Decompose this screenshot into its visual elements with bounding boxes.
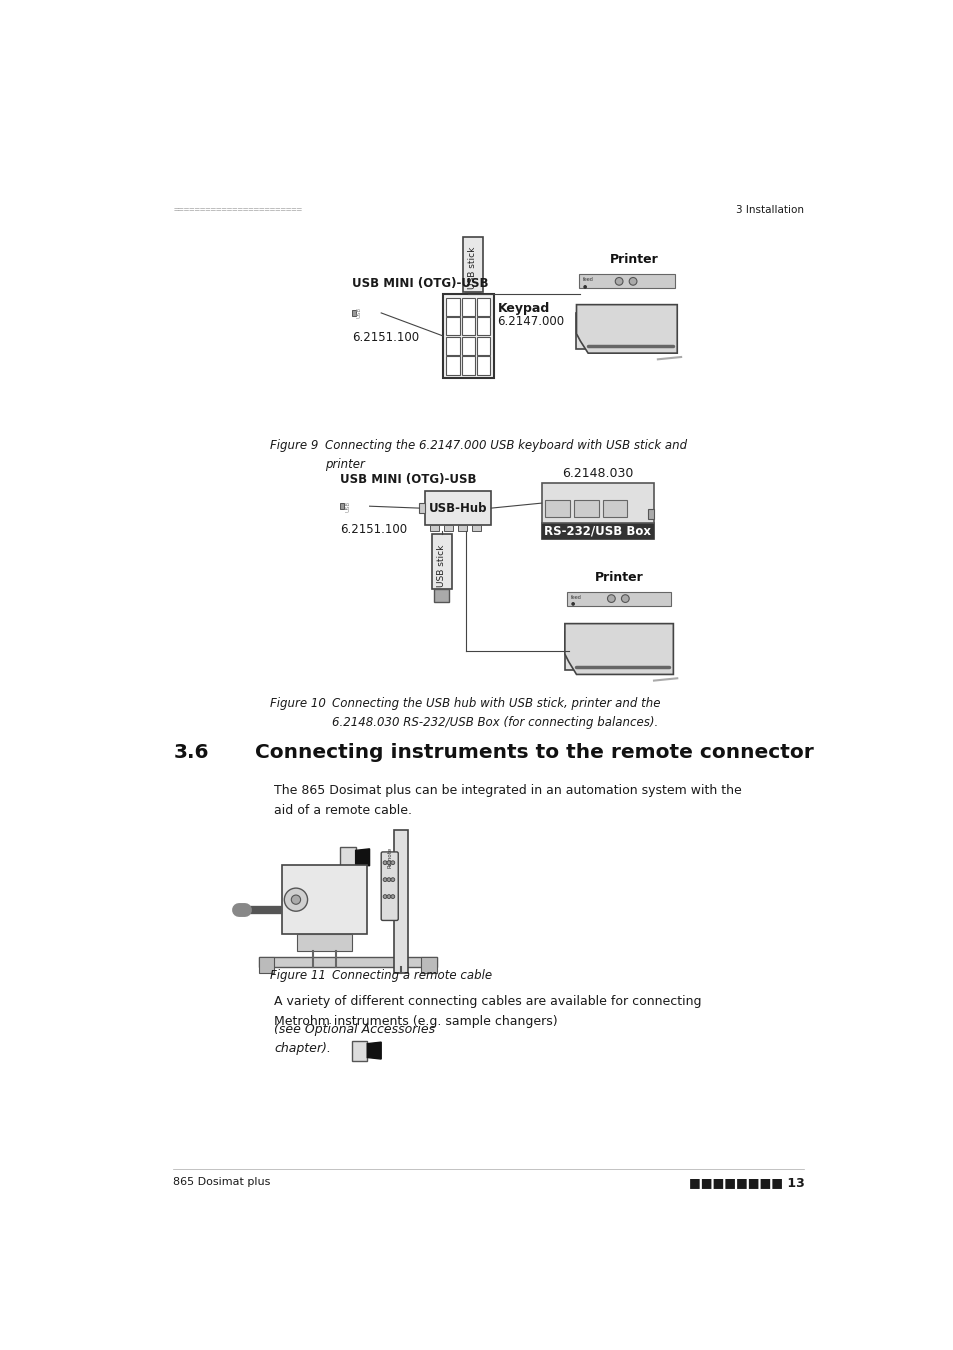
Text: feed
●: feed ●	[571, 595, 581, 606]
Text: 6.2147.000: 6.2147.000	[497, 315, 564, 328]
Bar	[431, 533, 452, 590]
Bar	[282, 865, 367, 934]
Polygon shape	[352, 1041, 367, 1061]
Bar	[446, 317, 459, 335]
Bar	[461, 356, 475, 374]
Text: Connecting the USB hub with USB stick, printer and the
6.2148.030 RS-232/USB Box: Connecting the USB hub with USB stick, p…	[332, 697, 660, 729]
Circle shape	[391, 878, 395, 882]
Circle shape	[391, 895, 395, 899]
Text: Remote: Remote	[387, 846, 392, 868]
Bar	[352, 310, 355, 316]
Circle shape	[383, 895, 387, 899]
Circle shape	[387, 861, 391, 864]
Text: The 865 Dosimat plus can be integrated in an automation system with the
aid of a: The 865 Dosimat plus can be integrated i…	[274, 784, 741, 817]
Bar	[461, 317, 475, 335]
Bar	[541, 483, 654, 524]
Bar	[340, 504, 344, 509]
Bar	[434, 590, 449, 602]
Bar	[446, 356, 459, 374]
Text: USB stick: USB stick	[468, 247, 476, 289]
Bar	[564, 632, 673, 670]
Text: 3 Installation: 3 Installation	[736, 205, 803, 215]
Text: USB-Hub: USB-Hub	[429, 502, 487, 514]
Bar	[541, 524, 654, 539]
Text: Printer: Printer	[610, 252, 659, 266]
Bar	[430, 525, 439, 531]
Text: Figure 9: Figure 9	[270, 439, 318, 452]
Bar	[602, 500, 627, 517]
Circle shape	[284, 888, 307, 911]
Bar	[576, 313, 677, 350]
Bar	[394, 830, 408, 973]
Text: Figure 10: Figure 10	[270, 697, 326, 710]
Text: USB MINI (OTG)-USB: USB MINI (OTG)-USB	[352, 277, 488, 290]
Text: Printer: Printer	[594, 571, 643, 585]
Text: Figure 11: Figure 11	[270, 969, 326, 981]
Bar	[258, 957, 436, 967]
Bar	[472, 525, 480, 531]
Text: USB: USB	[345, 501, 350, 512]
FancyBboxPatch shape	[381, 852, 397, 921]
Circle shape	[383, 861, 387, 864]
Bar	[476, 336, 490, 355]
Text: 6.2151.100: 6.2151.100	[340, 522, 407, 536]
Circle shape	[629, 278, 637, 285]
Circle shape	[387, 895, 391, 899]
Circle shape	[383, 878, 387, 882]
Text: Keypad: Keypad	[497, 302, 549, 315]
Circle shape	[615, 278, 622, 285]
Bar	[476, 356, 490, 374]
Bar	[425, 491, 491, 525]
Bar	[476, 317, 490, 335]
Text: (see Optional Accessories
chapter).: (see Optional Accessories chapter).	[274, 1023, 435, 1056]
Bar	[457, 525, 467, 531]
Text: 6.2151.100: 6.2151.100	[352, 331, 418, 344]
Circle shape	[391, 861, 395, 864]
Text: feed
●: feed ●	[582, 278, 593, 289]
Bar	[578, 274, 674, 289]
Text: USB: USB	[356, 308, 361, 319]
Text: Connecting instruments to the remote connector: Connecting instruments to the remote con…	[254, 744, 813, 763]
Polygon shape	[367, 1042, 381, 1058]
Bar	[464, 292, 480, 305]
Text: 3.6: 3.6	[173, 744, 209, 763]
Bar	[567, 591, 670, 606]
Text: 865 Dosimat plus: 865 Dosimat plus	[173, 1177, 271, 1187]
Circle shape	[620, 595, 629, 602]
Bar	[461, 297, 475, 316]
Bar	[297, 934, 352, 952]
Text: RS-232/USB Box: RS-232/USB Box	[544, 524, 651, 537]
Text: A variety of different connecting cables are available for connecting
Metrohm in: A variety of different connecting cables…	[274, 995, 701, 1027]
Bar	[446, 336, 459, 355]
Bar	[647, 509, 654, 520]
Bar	[421, 957, 436, 973]
Polygon shape	[340, 848, 355, 867]
Bar	[476, 297, 490, 316]
Text: 6.2148.030: 6.2148.030	[561, 467, 633, 481]
Bar	[446, 297, 459, 316]
Bar	[258, 957, 274, 973]
Bar	[418, 504, 425, 513]
Polygon shape	[576, 305, 677, 354]
Bar	[545, 500, 569, 517]
Text: Connecting the 6.2147.000 USB keyboard with USB stick and
printer: Connecting the 6.2147.000 USB keyboard w…	[324, 439, 686, 471]
Bar	[462, 236, 482, 292]
Text: USB MINI (OTG)-USB: USB MINI (OTG)-USB	[340, 472, 476, 486]
Text: USB stick: USB stick	[436, 544, 446, 587]
Bar	[443, 525, 453, 531]
Polygon shape	[564, 624, 673, 675]
Polygon shape	[355, 849, 369, 865]
Circle shape	[291, 895, 300, 905]
Circle shape	[607, 595, 615, 602]
Bar	[443, 294, 493, 378]
Text: ========================: ========================	[173, 205, 302, 215]
Text: ■■■■■■■■ 13: ■■■■■■■■ 13	[688, 1176, 803, 1189]
Bar	[574, 500, 598, 517]
Circle shape	[387, 878, 391, 882]
Text: Connecting a remote cable: Connecting a remote cable	[332, 969, 492, 981]
Bar	[461, 336, 475, 355]
